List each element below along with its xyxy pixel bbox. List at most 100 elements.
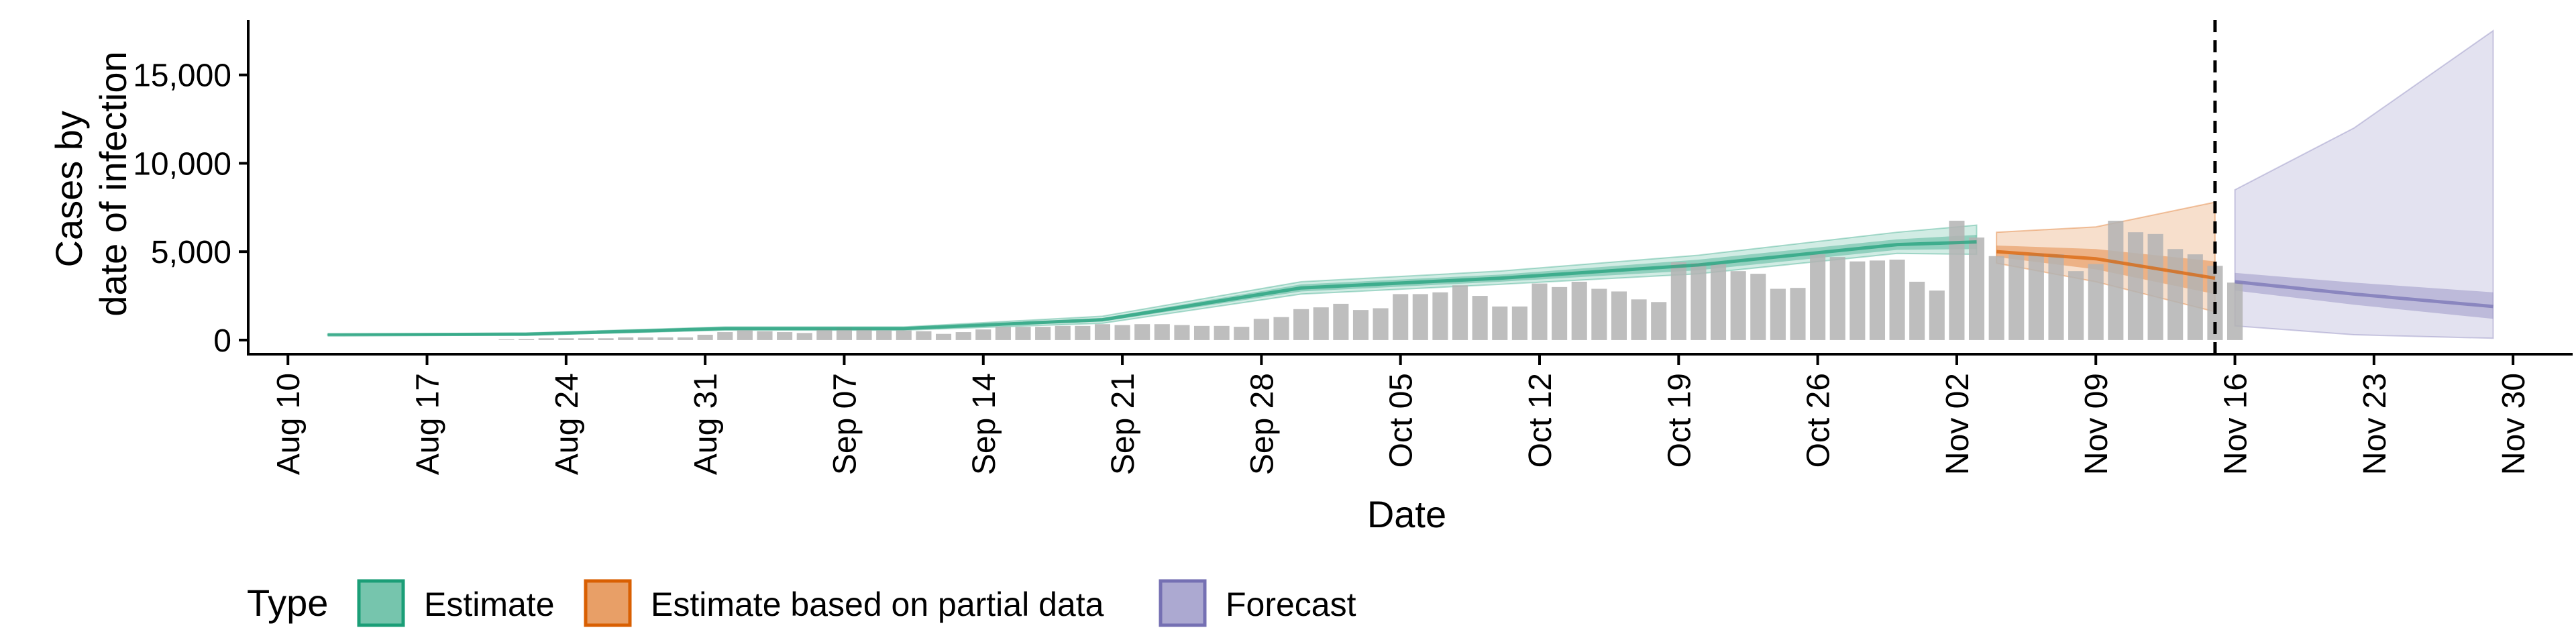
legend: Type Estimate Estimate based on partial … (247, 579, 1356, 627)
x-tick-label: Nov 30 (2496, 373, 2532, 475)
bar (737, 330, 753, 340)
bar (2167, 249, 2184, 340)
band-inner-estimate (327, 235, 1977, 335)
bar (717, 332, 733, 340)
x-ticks: Aug 10 Aug 17 Aug 24 Aug 31 Sep 07 Sep 14 Sep … (271, 354, 2532, 475)
bar (558, 338, 574, 340)
legend-swatch-estimate (357, 579, 405, 627)
bar (955, 332, 971, 340)
bars-layer (498, 221, 2243, 340)
bar (1313, 307, 1329, 340)
bar (677, 337, 694, 340)
bar (995, 327, 1011, 340)
x-tick-label: Aug 31 (688, 373, 724, 475)
bar (1849, 261, 1866, 340)
bar (876, 330, 892, 340)
bar (1770, 288, 1786, 340)
bar (1293, 309, 1309, 340)
bar (697, 335, 713, 340)
bar (896, 330, 912, 340)
bar (2108, 221, 2124, 340)
median-lines-layer (327, 240, 2493, 337)
bar (1949, 221, 1965, 340)
bar (1393, 294, 1409, 340)
median-line-forecast (2235, 280, 2493, 309)
bar (1234, 327, 1250, 340)
bar (1412, 294, 1428, 340)
x-tick-label: Nov 09 (2079, 373, 2114, 475)
bar (1651, 302, 1667, 340)
bar (856, 328, 872, 340)
bar (1909, 281, 1925, 340)
x-axis-title: Date (1367, 493, 1446, 535)
bar (657, 337, 674, 340)
bar (757, 331, 773, 340)
bar (1094, 324, 1111, 340)
axes (247, 20, 2573, 356)
bar (1631, 299, 1647, 340)
bar (1829, 257, 1845, 340)
median-line-estimate-based-on-partial-data (1996, 250, 2216, 280)
bar (2088, 264, 2104, 340)
bar (1333, 303, 1349, 340)
bar (1571, 281, 1587, 340)
bar (2048, 254, 2064, 340)
bar (1730, 271, 1746, 340)
x-tick-label: Sep 14 (967, 373, 1002, 475)
bar (777, 332, 793, 340)
bar (1511, 306, 1527, 340)
bar (916, 331, 932, 340)
bar (1055, 325, 1071, 340)
y-axis-title-line-2: date of infection (92, 51, 134, 316)
bar (1273, 317, 1289, 340)
band-outer-estimate (327, 224, 1978, 336)
bar (1690, 263, 1707, 340)
x-tick-label: Aug 17 (411, 373, 446, 475)
x-tick-label: Oct 05 (1384, 373, 1419, 468)
bar (1810, 254, 1826, 340)
bar (816, 328, 833, 340)
x-tick-label: Aug 24 (549, 373, 585, 475)
y-ticks: 0 5,000 10,000 15,000 (133, 58, 248, 359)
x-tick-label: Nov 02 (1940, 373, 1976, 475)
bar (498, 339, 515, 340)
bar (1134, 324, 1150, 340)
bar (1352, 310, 1369, 340)
bar (578, 338, 594, 340)
median-line-estimate (327, 240, 1977, 337)
y-tick-label: 5,000 (151, 235, 231, 270)
bar (1452, 285, 1468, 340)
bar (1790, 288, 1806, 340)
bar (519, 339, 535, 340)
bar (618, 337, 634, 340)
bar (1214, 325, 1230, 340)
bar (2068, 271, 2084, 340)
bar (1988, 256, 2004, 340)
bar (1472, 296, 1488, 340)
x-tick-label: Aug 10 (271, 373, 307, 475)
bar (2187, 254, 2203, 340)
bar (1154, 324, 1170, 340)
bar (1114, 325, 1130, 340)
x-tick-label: Oct 19 (1662, 373, 1697, 468)
bar (1075, 325, 1091, 340)
bar (2226, 282, 2243, 340)
legend-label-forecast: Forecast (1226, 586, 1356, 623)
bar (1432, 292, 1448, 340)
legend-title: Type (247, 582, 328, 624)
bar (1670, 262, 1686, 340)
x-tick-label: Nov 16 (2218, 373, 2254, 475)
y-tick-label: 10,000 (133, 146, 231, 182)
bar (1532, 283, 1548, 340)
bar (935, 333, 952, 340)
legend-label-estimate: Estimate (424, 586, 555, 623)
y-tick-label: 0 (213, 323, 231, 359)
x-tick-label: Nov 23 (2357, 373, 2393, 475)
bar (538, 338, 554, 340)
bar (1373, 308, 1389, 340)
bar (1929, 290, 1945, 340)
x-tick-label: Sep 21 (1106, 373, 1141, 475)
bar (598, 338, 614, 340)
bar (1035, 327, 1051, 340)
